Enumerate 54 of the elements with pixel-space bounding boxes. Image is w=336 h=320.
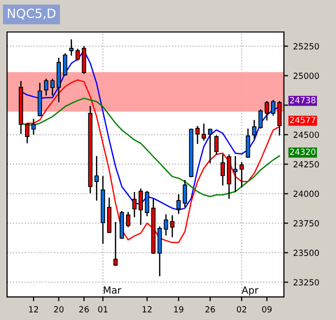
candlestick [113, 222, 118, 266]
candlestick [233, 156, 238, 192]
y-tick-label: 24000 [294, 190, 319, 197]
y-tick-label: 23500 [294, 250, 319, 256]
y-tick-label: 23250 [294, 279, 319, 286]
candlestick [69, 39, 74, 56]
candlestick [138, 188, 143, 225]
x-tick-label: 12 [142, 306, 152, 312]
ref-line-label: Apr [242, 286, 258, 296]
candlestick [164, 214, 168, 236]
x-tick-label: 26 [205, 306, 215, 312]
candlestick [271, 100, 276, 116]
candlestick [208, 128, 212, 164]
chart-title: NQC5,D [8, 8, 56, 20]
candlestick [176, 194, 181, 214]
candlestick [195, 126, 200, 144]
y-tick-label: 25000 [294, 72, 319, 79]
candlestick [277, 101, 282, 136]
candlestick [246, 128, 250, 158]
x-tick-label: 09 [262, 306, 272, 312]
y-tick-label: 25250 [294, 43, 319, 50]
candlestick [264, 101, 270, 121]
candlestick [240, 162, 244, 188]
y-tick-label: 24500 [294, 132, 319, 138]
candlestick [258, 109, 263, 129]
text: 24577 [290, 116, 316, 124]
candlestick [182, 180, 188, 208]
x-tick-label: 12 [29, 306, 38, 312]
x-tick-label: 01 [98, 306, 108, 312]
candlestick [126, 212, 130, 228]
candlestick [202, 124, 206, 141]
candlestick [25, 123, 30, 144]
candlestick [94, 156, 99, 201]
candlestick [62, 53, 68, 76]
candlestick [220, 154, 225, 186]
x-tick-label: 26 [79, 306, 89, 312]
candlestick [252, 120, 256, 139]
candlestick [76, 48, 80, 61]
y-tick-label: 23750 [294, 220, 319, 226]
text: 24320 [290, 148, 316, 155]
line-series [26, 79, 280, 244]
candlestick [44, 78, 48, 96]
candlestick [50, 78, 55, 96]
candlestick [132, 192, 137, 218]
y-tick-label: 24250 [294, 161, 319, 168]
x-tick-label: 02 [236, 306, 246, 312]
ref-line-label: Mar [104, 286, 122, 294]
x-tick-label: 19 [174, 306, 184, 312]
text: 24738 [290, 97, 316, 104]
x-tick-label: 20 [54, 306, 64, 312]
candlestick [31, 118, 36, 135]
candlestick [144, 190, 150, 216]
candlestick [214, 135, 219, 155]
candlestick [170, 215, 174, 238]
